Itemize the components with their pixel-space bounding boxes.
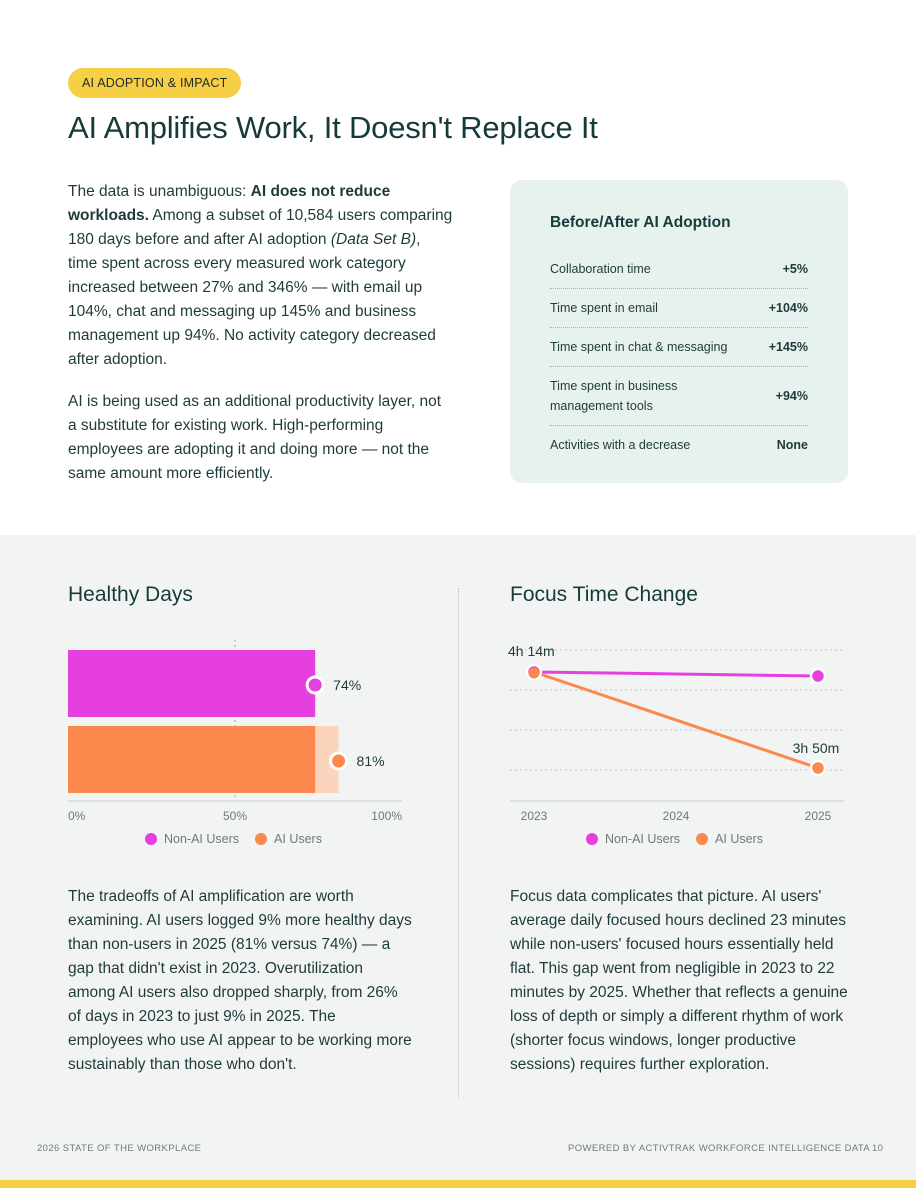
- x-tick-label: 2023: [521, 809, 548, 823]
- non-ai-users-line: [533, 670, 819, 678]
- healthy-days-paragraph: The tradeoffs of AI amplification are wo…: [68, 888, 412, 1073]
- before-after-card: Before/After AI Adoption Collaboration t…: [510, 180, 848, 483]
- row-label: Time spent in business management tools: [550, 379, 678, 413]
- non-ai-point-2025: [809, 667, 827, 685]
- intro-text-part: Among a subset of 10,584 users comparing…: [68, 207, 453, 248]
- x-tick-label: 50%: [223, 809, 247, 823]
- non-ai-users-bar: [68, 650, 316, 717]
- focus-time-paragraph: Focus data complicates that picture. AI …: [510, 888, 848, 1073]
- intro-emphasis: AI does not reduce workloads.: [68, 183, 391, 224]
- footer-powered-by: POWERED BY ACTIVTRAK WORKFORCE INTELLIGE…: [568, 1143, 871, 1154]
- healthy-days-title: Healthy Days: [68, 583, 193, 606]
- non-ai-value-marker: [305, 675, 325, 695]
- ai-point-2025: [809, 759, 827, 777]
- intro-paragraph-1: The data is unambiguous: AI does not red…: [68, 180, 453, 372]
- row-value: +94%: [775, 389, 808, 403]
- page-title: AI Amplifies Work, It Doesn't Replace It: [68, 110, 598, 145]
- intro-text-part: The data is unambiguous:: [68, 183, 251, 200]
- bottom-accent-bar: [0, 1180, 916, 1188]
- footer-page-number: 10: [872, 1143, 884, 1154]
- footer-report-name: 2026 STATE OF THE WORKPLACE: [37, 1143, 202, 1154]
- intro-paragraph-2: AI is being used as an additional produc…: [68, 393, 442, 482]
- row-label: Time spent in email: [550, 301, 658, 315]
- legend-item-non-ai: Non-AI Users: [145, 832, 239, 846]
- section-tag: AI ADOPTION & IMPACT: [68, 68, 242, 98]
- card-row: Time spent in chat & messaging +145%: [550, 328, 808, 367]
- card-title: Before/After AI Adoption: [550, 214, 731, 231]
- gridlines: [510, 649, 844, 771]
- non-ai-value-label: 74%: [333, 677, 361, 693]
- intro-text-part: , time spent across every measured work …: [68, 231, 436, 368]
- annotation-end: 3h 50m: [793, 740, 840, 756]
- focus-time-chart: 4h 14m 3h 50m 2023 2024 2025: [508, 643, 844, 823]
- intro-dataset-ref: (Data Set B): [330, 231, 417, 248]
- legend-item-ai: AI Users: [255, 832, 322, 846]
- intro-text: The data is unambiguous: AI does not red…: [68, 180, 453, 504]
- card-row: Collaboration time +5%: [550, 250, 808, 289]
- card-row: Activities with a decrease None: [550, 426, 808, 464]
- row-label: Collaboration time: [550, 262, 651, 276]
- x-tick-label: 2025: [805, 809, 832, 823]
- row-label: Activities with a decrease: [550, 438, 691, 452]
- row-value: +145%: [768, 340, 808, 354]
- legend-item-non-ai: Non-AI Users: [586, 832, 680, 846]
- legend-item-ai: AI Users: [696, 832, 763, 846]
- ai-value-label: 81%: [357, 753, 385, 769]
- row-label: Time spent in chat & messaging: [550, 340, 728, 354]
- row-value: None: [776, 438, 808, 452]
- ai-users-line: [533, 670, 819, 770]
- x-tick-label: 2024: [663, 809, 690, 823]
- legend-label: Non-AI Users: [164, 832, 240, 846]
- legend-swatch: [145, 833, 157, 845]
- legend-label: Non-AI Users: [605, 832, 681, 846]
- ai-users-bar: [68, 726, 316, 793]
- healthy-days-legend: Non-AI Users AI Users: [145, 832, 322, 846]
- x-tick-label: 100%: [371, 809, 402, 823]
- legend-swatch: [696, 833, 709, 845]
- column-divider: [458, 588, 459, 1098]
- ai-point-2023: [528, 667, 540, 679]
- charts-section: Healthy Days 74% 81% 0% 50% 100% Non-AI …: [0, 535, 916, 1180]
- row-value: +5%: [782, 262, 808, 276]
- focus-time-title: Focus Time Change: [510, 583, 698, 606]
- annotation-start: 4h 14m: [508, 643, 555, 659]
- card-row: Time spent in business management tools +…: [550, 367, 808, 426]
- legend-label: AI Users: [274, 832, 322, 846]
- legend-label: AI Users: [715, 832, 763, 846]
- x-tick-label: 0%: [68, 809, 86, 823]
- legend-swatch: [255, 833, 268, 845]
- focus-time-legend: Non-AI Users AI Users: [586, 832, 763, 846]
- legend-swatch: [586, 833, 598, 845]
- ai-value-marker: [329, 751, 349, 771]
- healthy-days-chart: 74% 81% 0% 50% 100%: [68, 640, 402, 823]
- card-row: Time spent in email +104%: [550, 289, 808, 328]
- row-value: +104%: [768, 301, 808, 315]
